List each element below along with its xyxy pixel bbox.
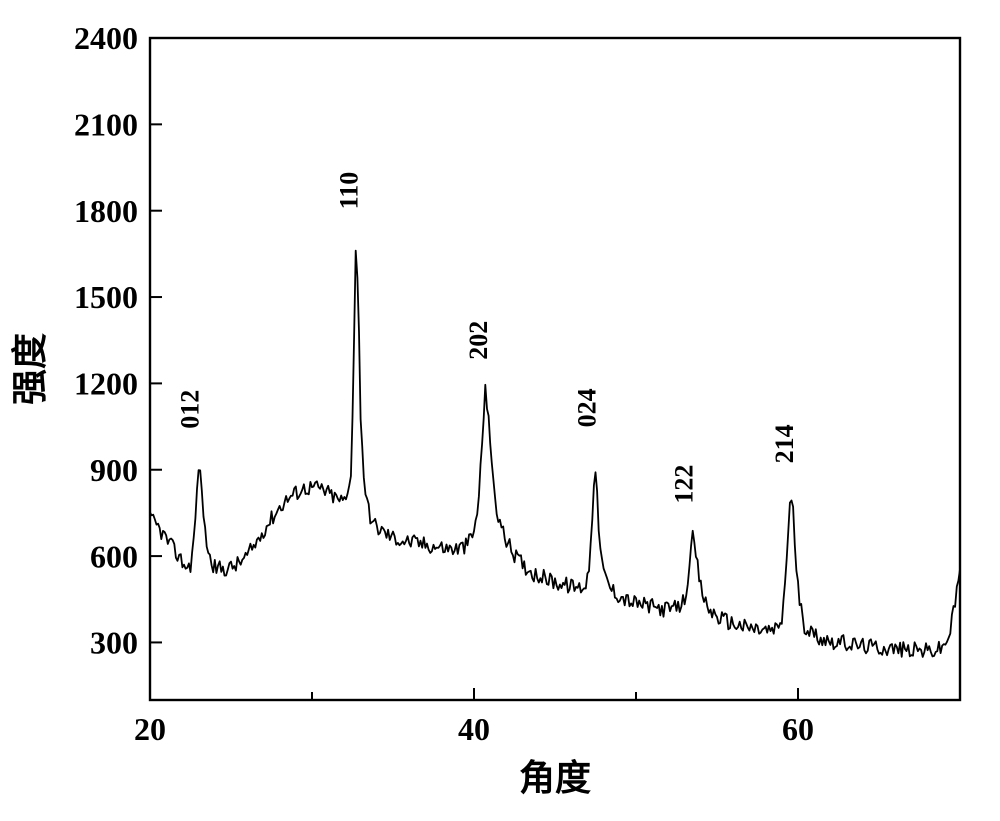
peak-label: 202 <box>464 321 493 360</box>
y-tick-label: 1200 <box>74 366 138 402</box>
xrd-chart: 20 40 60 300 600 900 1200 1500 1800 2100 2400 角度 强度 0… <box>0 0 1000 821</box>
peak-label: 024 <box>573 388 602 427</box>
x-tick-label: 20 <box>134 711 166 747</box>
y-tick-label: 600 <box>90 538 138 574</box>
y-axis-label: 强度 <box>10 333 50 405</box>
y-tick-label: 2400 <box>74 20 138 56</box>
peak-label: 214 <box>770 424 799 463</box>
y-tick-label: 2100 <box>74 107 138 143</box>
x-tick-label: 60 <box>782 711 814 747</box>
peak-label: 012 <box>176 390 205 429</box>
y-tick-label: 300 <box>90 625 138 661</box>
x-tick-label: 40 <box>458 711 490 747</box>
peak-label: 122 <box>670 465 699 504</box>
y-tick-label: 1500 <box>74 279 138 315</box>
x-axis-label: 角度 <box>519 758 591 798</box>
y-tick-label: 900 <box>90 452 138 488</box>
peak-label: 110 <box>334 172 363 210</box>
y-tick-label: 1800 <box>74 193 138 229</box>
chart-svg: 20 40 60 300 600 900 1200 1500 1800 2100 2400 角度 强度 0… <box>0 0 1000 821</box>
